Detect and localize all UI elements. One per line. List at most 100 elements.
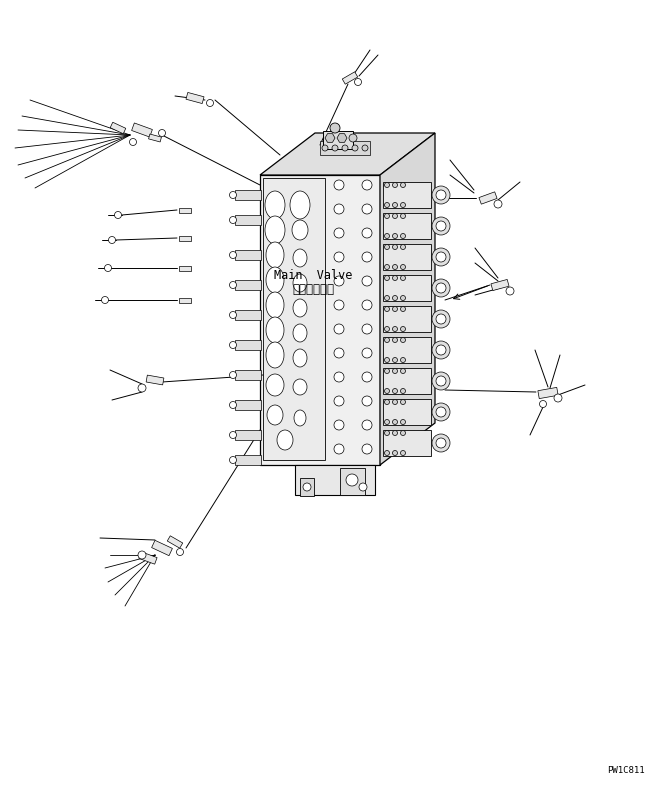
Bar — [235, 215, 261, 225]
Polygon shape — [380, 133, 435, 465]
Circle shape — [362, 348, 372, 358]
Circle shape — [400, 213, 406, 219]
Circle shape — [384, 233, 390, 239]
Polygon shape — [151, 540, 172, 556]
Polygon shape — [139, 552, 157, 564]
Circle shape — [334, 180, 344, 190]
Circle shape — [400, 244, 406, 250]
Polygon shape — [186, 93, 204, 104]
Ellipse shape — [265, 191, 285, 219]
Circle shape — [115, 212, 121, 219]
Circle shape — [400, 202, 406, 208]
Polygon shape — [538, 388, 558, 399]
Circle shape — [334, 276, 344, 286]
Circle shape — [334, 324, 344, 334]
Circle shape — [362, 396, 372, 406]
Circle shape — [400, 233, 406, 239]
Circle shape — [392, 182, 398, 187]
Circle shape — [392, 296, 398, 301]
Bar — [235, 400, 261, 410]
Polygon shape — [149, 134, 161, 142]
Polygon shape — [167, 536, 183, 548]
Ellipse shape — [293, 349, 307, 367]
Circle shape — [334, 252, 344, 262]
Circle shape — [392, 244, 398, 250]
Circle shape — [436, 345, 446, 355]
Circle shape — [229, 401, 237, 408]
Circle shape — [554, 394, 562, 402]
Text: PW1C811: PW1C811 — [608, 766, 645, 775]
Circle shape — [349, 134, 357, 142]
Circle shape — [342, 145, 348, 151]
Circle shape — [400, 450, 406, 455]
Ellipse shape — [293, 379, 307, 395]
Bar — [383, 306, 431, 332]
Circle shape — [334, 204, 344, 214]
Circle shape — [392, 233, 398, 239]
Circle shape — [384, 244, 390, 250]
Circle shape — [229, 282, 237, 289]
Ellipse shape — [266, 267, 284, 293]
Bar — [320, 141, 370, 155]
Circle shape — [432, 372, 450, 390]
Bar — [383, 213, 431, 239]
Circle shape — [432, 248, 450, 266]
Circle shape — [159, 129, 165, 136]
Bar — [235, 190, 261, 200]
Circle shape — [332, 145, 338, 151]
Circle shape — [334, 444, 344, 454]
Circle shape — [229, 216, 237, 224]
Bar — [323, 131, 353, 149]
Circle shape — [392, 202, 398, 208]
Ellipse shape — [294, 410, 306, 426]
Circle shape — [207, 99, 213, 106]
Circle shape — [384, 450, 390, 455]
Circle shape — [392, 275, 398, 281]
Polygon shape — [179, 266, 191, 270]
Circle shape — [229, 191, 237, 198]
Ellipse shape — [265, 216, 285, 244]
Bar — [235, 430, 261, 440]
Circle shape — [400, 182, 406, 187]
Ellipse shape — [277, 430, 293, 450]
Bar — [235, 280, 261, 290]
Circle shape — [229, 312, 237, 319]
Circle shape — [384, 327, 390, 331]
Circle shape — [101, 297, 109, 304]
Circle shape — [362, 204, 372, 214]
Bar — [383, 399, 431, 425]
Ellipse shape — [266, 342, 284, 368]
Circle shape — [436, 283, 446, 293]
Circle shape — [229, 457, 237, 463]
Bar — [295, 465, 375, 495]
Bar — [383, 244, 431, 270]
Circle shape — [432, 217, 450, 235]
Circle shape — [362, 324, 372, 334]
Ellipse shape — [292, 220, 308, 240]
Polygon shape — [260, 133, 435, 175]
Polygon shape — [179, 208, 191, 213]
Circle shape — [400, 389, 406, 393]
Polygon shape — [146, 375, 164, 385]
Ellipse shape — [293, 274, 307, 292]
Circle shape — [392, 431, 398, 435]
Circle shape — [362, 180, 372, 190]
Circle shape — [362, 444, 372, 454]
Ellipse shape — [293, 299, 307, 317]
Polygon shape — [325, 134, 335, 142]
Circle shape — [384, 400, 390, 404]
Polygon shape — [260, 175, 380, 465]
Circle shape — [334, 420, 344, 430]
Circle shape — [392, 450, 398, 455]
Circle shape — [359, 483, 367, 491]
Circle shape — [138, 384, 146, 392]
Circle shape — [400, 275, 406, 281]
Circle shape — [432, 434, 450, 452]
Circle shape — [436, 252, 446, 262]
Circle shape — [392, 307, 398, 312]
Circle shape — [362, 372, 372, 382]
Circle shape — [400, 327, 406, 331]
Bar — [383, 182, 431, 208]
Text: Main  Valve: Main Valve — [274, 270, 353, 282]
Circle shape — [384, 389, 390, 393]
